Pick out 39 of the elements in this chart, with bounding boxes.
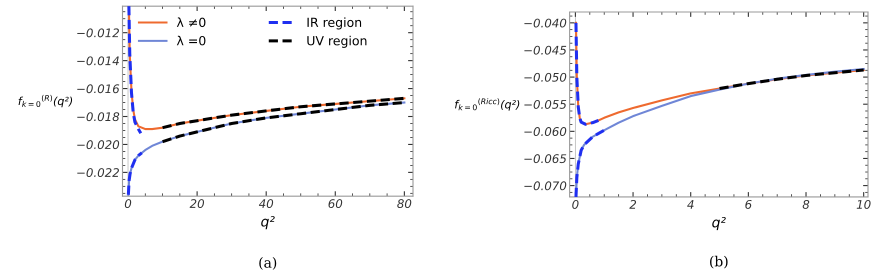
y-tick-label: −0.060 (524, 127, 566, 136)
x-tick-label: 20 (190, 199, 204, 208)
legend-label: λ ≠0 (176, 17, 206, 28)
text: (b) (710, 256, 728, 268)
x-tick-label: 2 (629, 200, 636, 209)
line-series (574, 128, 606, 197)
x-tick-label: 0 (124, 199, 132, 208)
x-tick-label: 6 (745, 200, 752, 209)
y-axis-title: f$_{k=0}$$^{(R)}$(q²) (18, 94, 72, 108)
y-tick-label: −0.070 (524, 181, 566, 190)
y-tick-label: −0.055 (524, 100, 566, 109)
y-tick-label: −0.065 (524, 154, 566, 164)
text: (a) (259, 257, 276, 270)
x-tick-label: 4 (687, 200, 694, 209)
x-tick-label: 8 (802, 200, 810, 209)
y-tick-label: −0.012 (77, 28, 119, 38)
y-tick-label: −0.014 (77, 56, 119, 66)
x-axis-title: q² (261, 216, 275, 230)
y-tick-label: −0.018 (77, 112, 120, 122)
legend-label: IR region (308, 17, 362, 30)
legend-label: UV region (307, 36, 366, 48)
x-tick-label: 0 (572, 200, 579, 209)
x-axis-title: q² (712, 216, 726, 230)
y-tick-label: −0.022 (77, 168, 119, 178)
y-tick-label: −0.045 (524, 46, 566, 55)
y-axis-title: f$_{k=0}$$^{(Ricc)}$(q²) (455, 98, 520, 111)
y-tick-label: −0.020 (77, 140, 120, 150)
y-tick-label: −0.016 (77, 84, 120, 94)
line-series (126, 151, 144, 196)
x-tick-label: 40 (258, 199, 274, 208)
line-series (574, 21, 600, 126)
y-tick-label: −0.050 (524, 72, 566, 82)
legend-label: λ =0 (176, 36, 206, 46)
line-series (718, 68, 866, 90)
x-tick-label: 60 (328, 199, 342, 208)
y-tick-label: −0.040 (524, 18, 566, 28)
x-tick-label: 80 (397, 199, 412, 208)
x-tick-label: 10 (856, 200, 871, 209)
line-series (127, 6, 142, 135)
